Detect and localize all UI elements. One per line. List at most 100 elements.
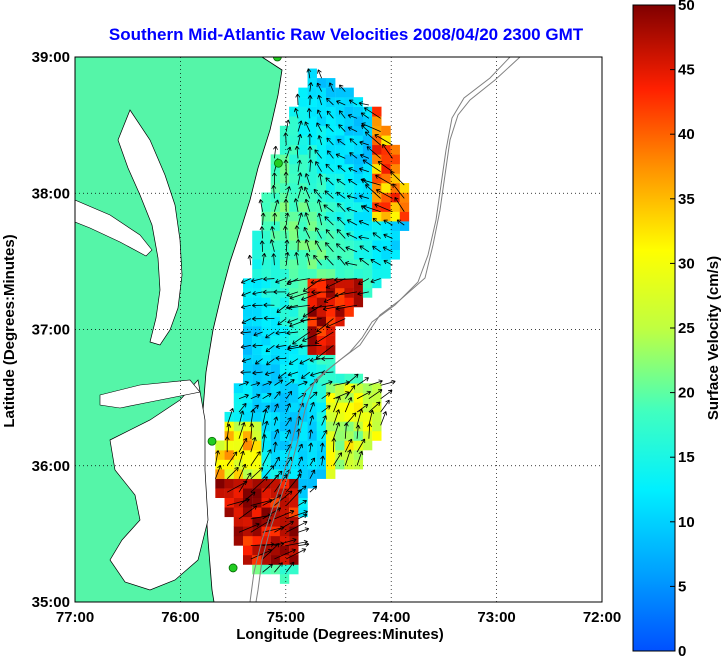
velocity-cell bbox=[298, 450, 308, 460]
velocity-cell bbox=[353, 268, 364, 279]
velocity-cell bbox=[307, 354, 317, 365]
velocity-arrow bbox=[308, 159, 313, 172]
velocity-cell bbox=[362, 287, 373, 298]
velocity-cell bbox=[390, 183, 400, 193]
velocity-arrow bbox=[273, 416, 279, 426]
velocity-arrow bbox=[317, 212, 323, 226]
velocity-arrow bbox=[258, 199, 264, 212]
velocity-arrow bbox=[287, 278, 310, 284]
velocity-cell bbox=[353, 154, 364, 165]
velocity-arrow bbox=[272, 212, 278, 226]
velocity-cell bbox=[325, 392, 336, 403]
velocity-cell bbox=[279, 383, 290, 394]
velocity-cell bbox=[242, 421, 253, 432]
velocity-cell bbox=[390, 163, 400, 174]
velocity-arrow bbox=[252, 316, 263, 322]
velocity-cell bbox=[362, 116, 373, 127]
velocity-arrow bbox=[252, 343, 263, 349]
velocity-arrow bbox=[328, 82, 334, 92]
velocity-cell bbox=[325, 87, 336, 98]
velocity-arrow bbox=[298, 343, 322, 349]
velocity-cell bbox=[344, 402, 354, 413]
velocity-cell bbox=[344, 278, 354, 289]
velocity-cell bbox=[242, 402, 253, 413]
velocity-cell bbox=[252, 364, 262, 375]
velocity-arrow bbox=[344, 373, 359, 386]
velocity-cell bbox=[289, 554, 299, 565]
velocity-cell bbox=[353, 402, 364, 413]
velocity-cell bbox=[289, 144, 299, 155]
velocity-cell bbox=[335, 125, 345, 136]
velocity-cell bbox=[335, 249, 345, 260]
velocity-arrow bbox=[265, 344, 275, 353]
velocity-arrow bbox=[349, 138, 358, 146]
velocity-cell bbox=[390, 249, 400, 260]
velocity-arrow bbox=[311, 289, 334, 295]
velocity-cell bbox=[261, 287, 271, 298]
velocity-cell bbox=[261, 373, 271, 384]
velocity-cell bbox=[325, 268, 336, 279]
velocity-cell bbox=[390, 230, 400, 241]
velocity-cell bbox=[279, 154, 290, 165]
velocity-cell bbox=[261, 278, 271, 289]
velocity-cell bbox=[335, 411, 345, 422]
velocity-cell bbox=[252, 249, 262, 260]
velocity-arrow bbox=[287, 371, 299, 377]
velocity-cell bbox=[252, 469, 262, 479]
velocity-arrow bbox=[238, 380, 249, 386]
velocity-cell bbox=[242, 411, 253, 422]
velocity-cell bbox=[298, 326, 308, 336]
velocity-cell bbox=[242, 440, 253, 451]
velocity-cell bbox=[289, 459, 299, 470]
velocity-cell bbox=[344, 259, 354, 270]
velocity-cell bbox=[390, 211, 400, 222]
velocity-arrow bbox=[259, 226, 265, 239]
velocity-arrow bbox=[344, 261, 358, 266]
velocity-cell bbox=[252, 450, 262, 460]
velocity-arrow bbox=[316, 109, 322, 119]
velocity-cell bbox=[307, 259, 317, 270]
velocity-cell bbox=[362, 430, 373, 441]
velocity-arrow bbox=[322, 304, 346, 312]
velocity-cell bbox=[362, 135, 373, 146]
velocity-arrow bbox=[346, 207, 358, 213]
velocity-arrow bbox=[362, 159, 381, 173]
velocity-cell bbox=[353, 450, 364, 460]
velocity-cell bbox=[298, 106, 308, 117]
velocity-arrow bbox=[347, 113, 358, 119]
velocity-arrow bbox=[238, 522, 260, 533]
velocity-cell bbox=[252, 345, 262, 355]
x-tick-label: 72:00 bbox=[583, 609, 621, 626]
velocity-cell bbox=[252, 526, 262, 537]
velocity-cell bbox=[279, 192, 290, 203]
velocity-cell bbox=[289, 488, 299, 498]
velocity-cell bbox=[344, 411, 354, 422]
velocity-cell bbox=[298, 97, 308, 107]
velocity-cell bbox=[252, 488, 262, 498]
velocity-cell bbox=[261, 469, 271, 479]
velocity-cell bbox=[316, 192, 327, 203]
velocity-cell bbox=[270, 173, 281, 184]
velocity-cell bbox=[316, 173, 327, 184]
velocity-cell bbox=[261, 202, 271, 212]
velocity-cell bbox=[344, 268, 354, 279]
velocity-cell bbox=[307, 106, 317, 117]
velocity-cell bbox=[233, 411, 244, 422]
velocity-arrow bbox=[275, 330, 287, 336]
velocity-cell bbox=[298, 240, 308, 251]
velocity-cell bbox=[270, 259, 281, 270]
velocity-cell bbox=[344, 135, 354, 146]
velocity-cell bbox=[270, 316, 281, 327]
velocity-cell bbox=[325, 411, 336, 422]
velocity-cell bbox=[372, 106, 382, 117]
velocity-cell bbox=[353, 116, 364, 127]
velocity-cell bbox=[298, 192, 308, 203]
velocity-cell bbox=[307, 402, 317, 413]
velocity-arrow bbox=[356, 390, 372, 400]
velocity-cell bbox=[279, 507, 290, 518]
velocity-cell bbox=[242, 450, 253, 460]
velocity-cell bbox=[353, 183, 364, 193]
velocity-cell bbox=[390, 221, 400, 231]
velocity-cell bbox=[325, 316, 336, 327]
velocity-cell bbox=[270, 545, 281, 556]
